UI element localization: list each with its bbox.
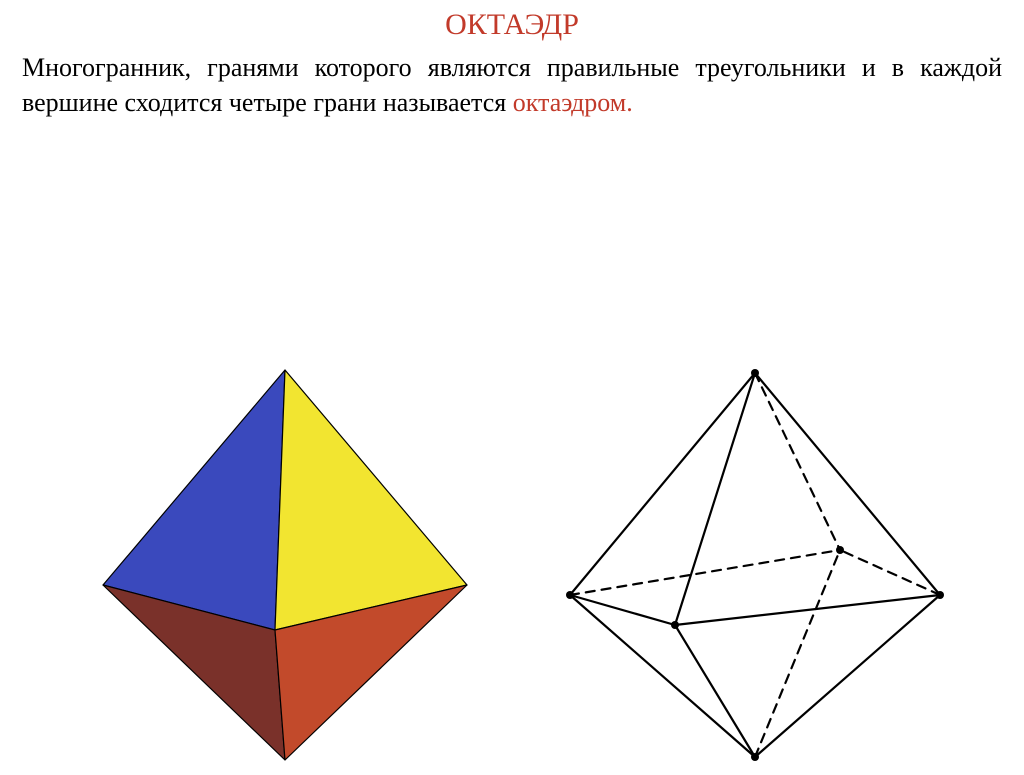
wire-octahedron	[540, 355, 970, 775]
definition-paragraph: Многогранник, гранями которого являются …	[0, 42, 1024, 120]
colored-octahedron	[75, 355, 495, 775]
figures-area	[0, 140, 1024, 700]
page-title: ОКТАЭДР	[0, 0, 1024, 42]
definition-text-highlight: октаэдром.	[513, 88, 633, 117]
